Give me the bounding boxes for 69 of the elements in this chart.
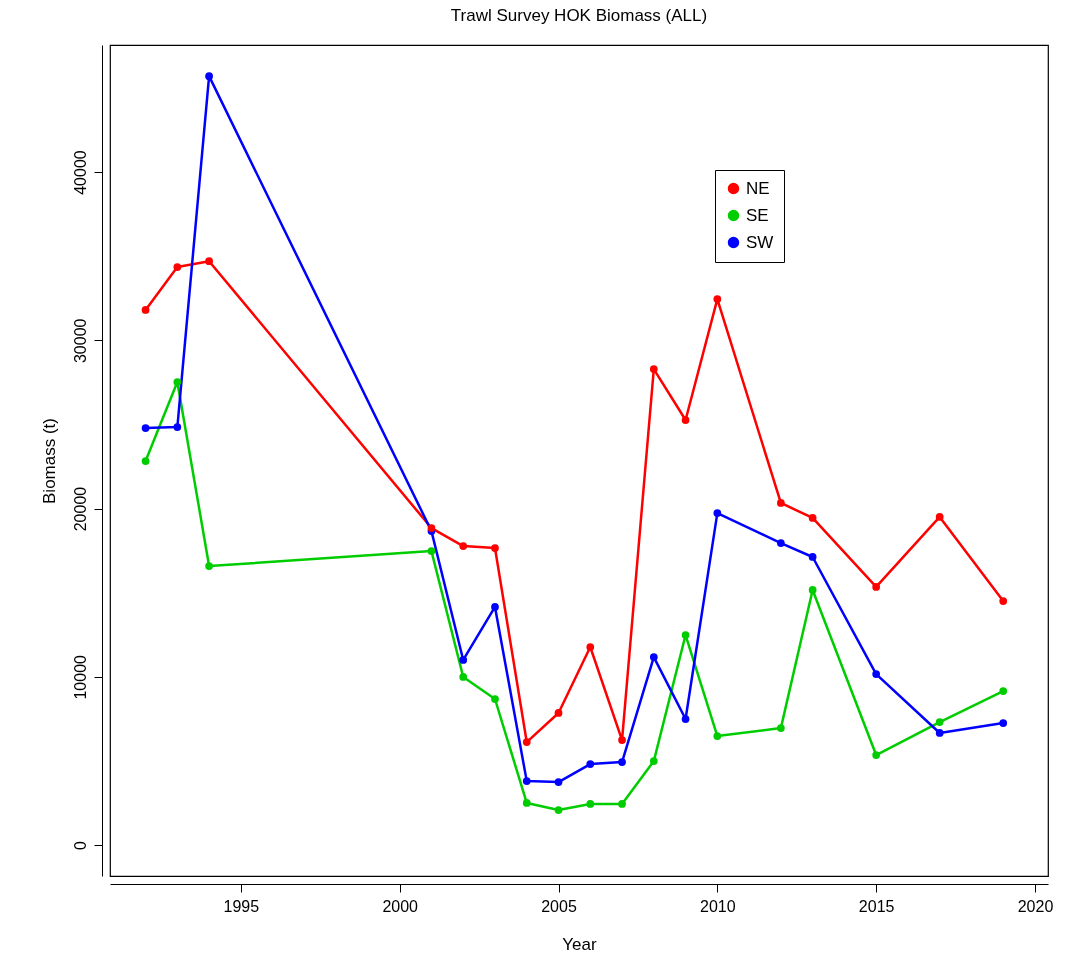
legend-label: SE — [746, 205, 769, 225]
point — [173, 263, 182, 271]
y-tick-label: 10000 — [71, 654, 89, 700]
legend-label: SW — [746, 232, 774, 252]
point — [173, 423, 182, 431]
x-tick-label: 1995 — [223, 897, 260, 915]
point — [776, 539, 785, 547]
point — [649, 757, 658, 765]
x-tick-label: 2010 — [700, 897, 736, 915]
point — [776, 724, 785, 732]
point — [522, 738, 531, 746]
x-tick-label: 2000 — [382, 897, 419, 915]
point — [713, 509, 722, 517]
point — [459, 542, 468, 550]
point — [586, 760, 595, 768]
point — [141, 424, 150, 432]
point — [999, 597, 1008, 605]
point — [173, 378, 182, 386]
point — [681, 416, 690, 424]
x-tick-label: 2015 — [858, 897, 895, 915]
point — [141, 457, 150, 465]
point — [427, 547, 436, 555]
point — [491, 603, 499, 611]
y-tick-label: 20000 — [71, 486, 89, 532]
point — [649, 653, 658, 661]
point — [681, 631, 690, 639]
point — [586, 800, 595, 808]
point — [586, 643, 595, 651]
point — [872, 670, 881, 678]
point — [808, 553, 817, 561]
point — [935, 729, 944, 737]
point — [205, 72, 213, 80]
point — [618, 758, 626, 766]
x-tick-label: 2005 — [541, 897, 577, 915]
y-tick-label: 30000 — [71, 318, 89, 364]
point — [522, 799, 531, 807]
point — [618, 800, 626, 808]
point — [999, 687, 1008, 695]
x-tick-label: 2020 — [1017, 897, 1054, 915]
point — [808, 514, 817, 522]
point — [681, 715, 690, 723]
point — [205, 257, 213, 266]
chart-title: Trawl Survey HOK Biomass (ALL) — [450, 6, 708, 25]
point — [554, 709, 563, 717]
point — [554, 806, 563, 814]
point — [459, 673, 468, 681]
point — [872, 751, 881, 759]
point — [808, 586, 817, 594]
point — [205, 562, 213, 570]
point — [522, 777, 531, 785]
point — [459, 656, 468, 664]
point — [554, 778, 563, 786]
point — [999, 719, 1008, 727]
point — [491, 695, 499, 703]
x-axis-title: Year — [562, 934, 598, 954]
y-axis-title: Biomass (t) — [39, 418, 59, 504]
point — [141, 306, 150, 314]
y-tick-label: 0 — [71, 840, 89, 850]
y-tick-label: 40000 — [71, 150, 89, 195]
legend-label: NE — [746, 178, 770, 198]
point — [649, 365, 658, 373]
point — [872, 583, 881, 591]
point — [618, 736, 626, 744]
point — [935, 718, 944, 726]
point — [713, 295, 722, 303]
point — [491, 544, 499, 552]
point — [776, 499, 785, 507]
point — [713, 732, 722, 740]
point — [935, 513, 944, 521]
